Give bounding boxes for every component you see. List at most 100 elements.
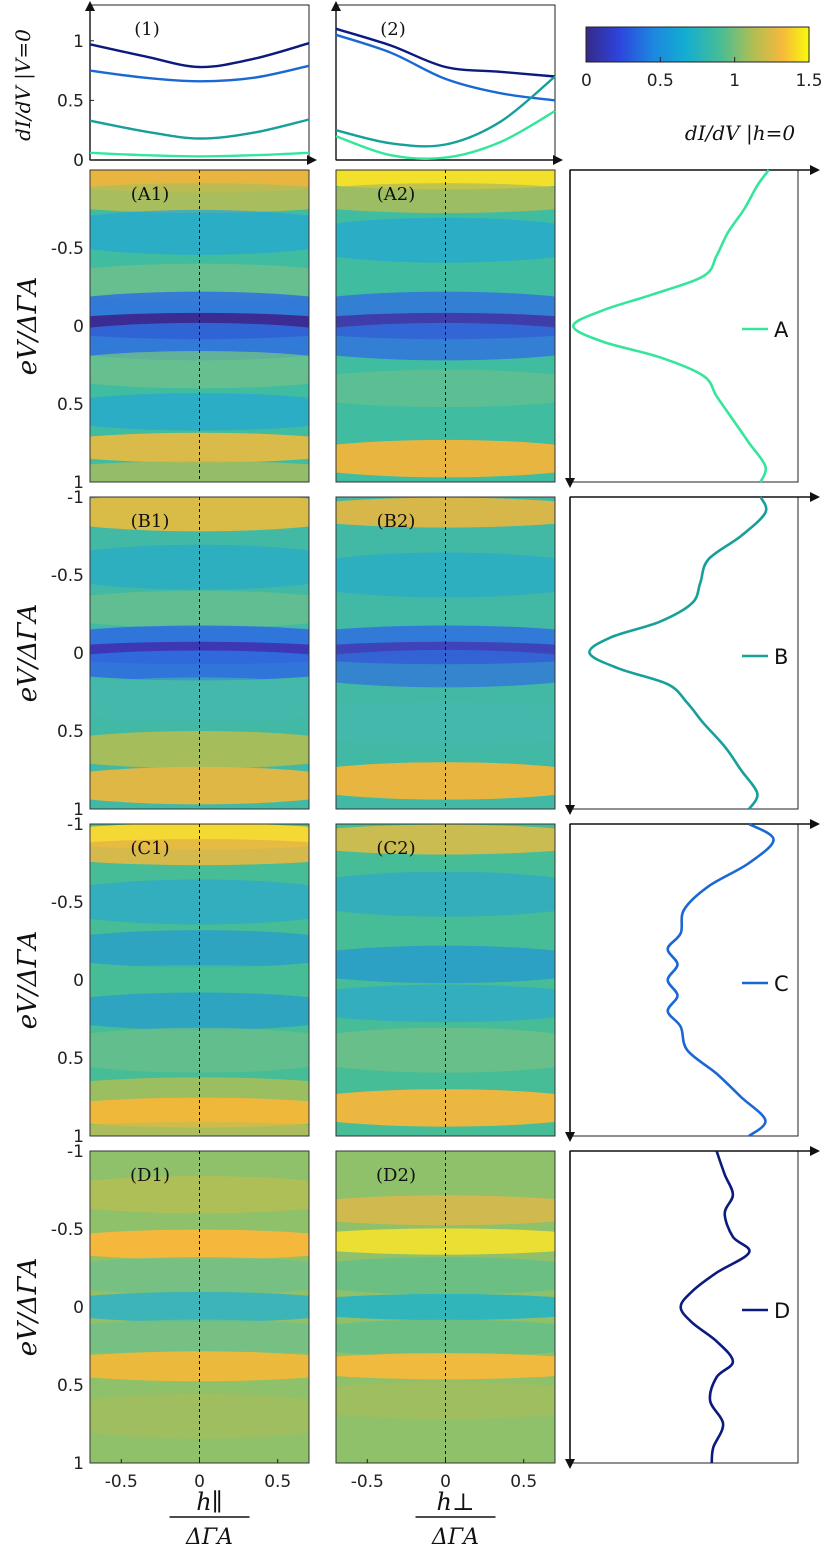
panel-label: (1) (134, 19, 160, 40)
heatmap-1: (D1) (89, 1150, 310, 1464)
v-tick-label: 0.5 (57, 1376, 84, 1396)
spectrum-A: A (565, 165, 820, 488)
spectrum-B: B (565, 492, 820, 815)
panel-label: (C1) (130, 838, 169, 859)
v-tick-label: 0 (73, 1298, 84, 1318)
v-axis-label: eV/ΔΓA (13, 277, 43, 376)
heatmap-band (336, 871, 555, 917)
heatmap-band (336, 700, 555, 746)
panel-label: (D1) (130, 1165, 170, 1186)
heatmap-band (90, 1351, 309, 1382)
h-tick-label: 0 (440, 1472, 451, 1492)
v-axis-label: eV/ΔΓA (13, 1258, 43, 1357)
series-line (335, 75, 556, 148)
spectrum-frame (569, 1150, 799, 1464)
heatmap-band (90, 1027, 309, 1073)
h-axis-label-denominator: ΔΓA (431, 1525, 479, 1550)
v-tick-label: 0 (73, 971, 84, 991)
heatmap-2: (B2) (335, 496, 556, 810)
series-line (335, 27, 556, 78)
colorbar-gradient (585, 26, 810, 63)
row-C: (C1) (C2) -1 -0.5 0 0.5 1 CeV/ΔΓA (13, 815, 820, 1147)
row-A: (A1) (A2) -0.5 0 0.5 1 AeV/ΔΓA (13, 165, 820, 493)
heatmap-band (90, 590, 309, 629)
heatmap-band (90, 322, 309, 361)
colorbar-tick-label: 1 (729, 71, 740, 91)
v-tick-label: 1 (73, 1127, 84, 1147)
v-tick-label: 0 (73, 317, 84, 337)
panel-label: (B2) (377, 511, 416, 532)
heatmap-2: (C2) (335, 823, 556, 1137)
top-y-axis-label: dI/dV |V=0 (11, 29, 36, 141)
spectrum-frame (569, 496, 799, 810)
series-line (89, 118, 310, 140)
spectrum-frame (569, 823, 799, 1137)
v-tick-label: -0.5 (51, 1220, 84, 1240)
heatmap-band (90, 1121, 309, 1136)
legend-label: C (774, 972, 789, 996)
v-tick-label: 1 (73, 800, 84, 820)
legend-label: D (774, 1299, 790, 1323)
colorbar: 0 0.5 1 1.5 (581, 26, 823, 91)
heatmap-1: (B1) (89, 496, 310, 810)
v-tick-label: 1 (73, 1454, 84, 1474)
h-axis-label-numerator: h⊥ (436, 1488, 474, 1516)
v-tick-label: 0.5 (57, 722, 84, 742)
heatmap-band (336, 217, 555, 263)
spectrum-axis-label: dI/dV |h=0 (685, 121, 795, 146)
v-tick-label: 0.5 (57, 1049, 84, 1069)
heatmap-band (90, 263, 309, 302)
heatmap-band (90, 838, 309, 866)
heatmap-band (90, 183, 309, 214)
colorbar-tick-label: 0.5 (647, 71, 674, 91)
heatmap-2: (A2) (335, 169, 556, 483)
series-line (89, 64, 310, 83)
heatmap-band (336, 649, 555, 688)
spectrum-line (666, 822, 775, 1138)
heatmap-band (336, 1353, 555, 1380)
spectrum-line (571, 169, 770, 483)
v-tick-label: -0.5 (51, 893, 84, 913)
panel-label: (C2) (376, 838, 415, 859)
v-axis-label: eV/ΔΓA (13, 604, 43, 703)
h-tick-label: -0.5 (105, 1472, 138, 1492)
row-B: (B1) (B2) -1 -0.5 0 0.5 1 BeV/ΔΓA (13, 488, 820, 820)
series-line (335, 33, 556, 102)
top-panel-2: (2) (331, 1, 563, 165)
legend-label: B (774, 645, 788, 669)
heatmap-band (336, 824, 555, 855)
heatmap-band (336, 1195, 555, 1226)
heatmap-1: (C1) (89, 823, 310, 1137)
panel-label: (A1) (131, 184, 170, 205)
legend-label: A (774, 318, 789, 342)
panel-label: (A2) (377, 184, 416, 205)
heatmap-band (90, 1229, 309, 1260)
v-tick-label: 0 (73, 644, 84, 664)
heatmap-band (336, 322, 555, 361)
v-tick-label: -1 (67, 488, 84, 508)
colorbar-tick-label: 1.5 (795, 71, 822, 91)
y-tick-label: 0.5 (57, 91, 84, 111)
v-tick-label: -0.5 (51, 566, 84, 586)
v-tick-label: -0.5 (51, 239, 84, 259)
v-tick-label: -1 (67, 1142, 84, 1162)
heatmap-band (90, 497, 309, 532)
heatmap-band (336, 1381, 555, 1420)
heatmap-band (336, 1257, 555, 1295)
h-axis-label-denominator: ΔΓA (185, 1525, 233, 1550)
colorbar-tick-label: 0 (581, 71, 592, 91)
panel-label: (B1) (131, 511, 170, 532)
h-tick-label: -0.5 (351, 1472, 384, 1492)
heatmap-2: (D2) (335, 1150, 556, 1464)
spectrum-D: D (565, 1146, 820, 1469)
spectrum-line (679, 1150, 751, 1464)
heatmap-band (90, 930, 309, 968)
v-tick-label: 1 (73, 473, 84, 493)
heatmap-band (90, 677, 309, 723)
panel-label: (D2) (376, 1165, 416, 1186)
y-tick-label: 1 (73, 32, 84, 52)
h-axis-label-numerator: h∥ (196, 1488, 223, 1516)
heatmap-1: (A1) (89, 169, 310, 483)
heatmap-band (90, 544, 309, 590)
